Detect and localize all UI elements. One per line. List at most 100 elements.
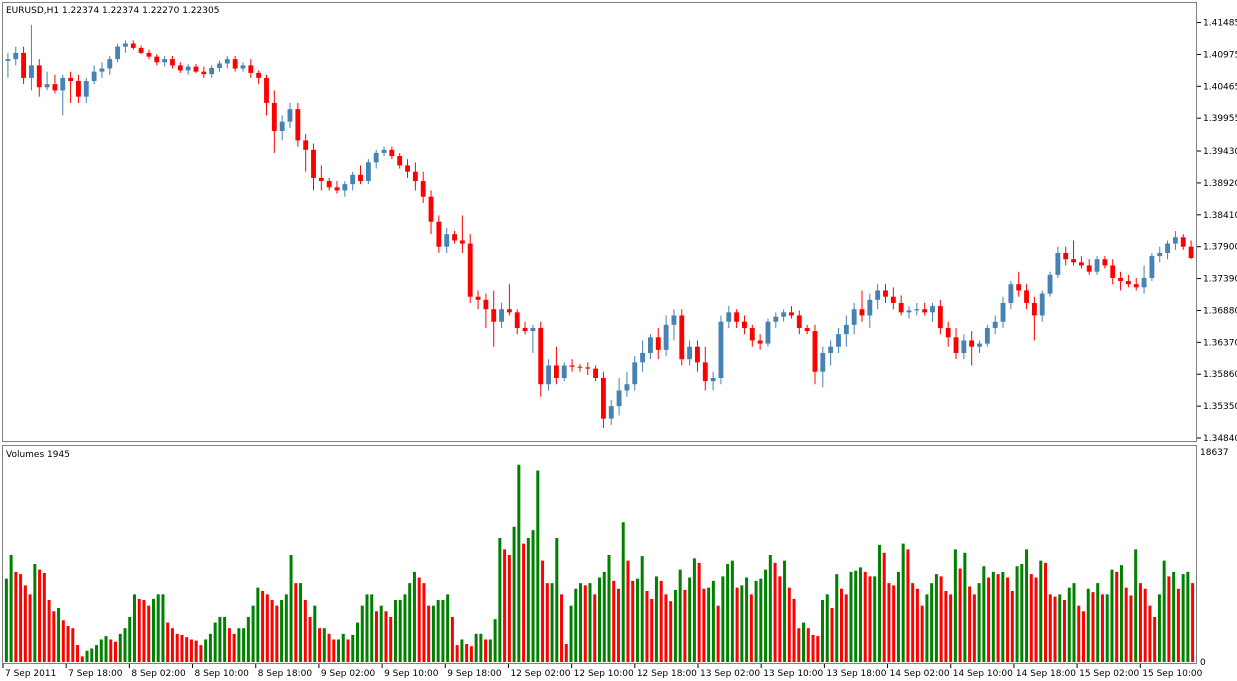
candle-body — [373, 152, 379, 163]
candle-body — [546, 365, 551, 385]
candle-body — [21, 52, 27, 78]
candle-body — [342, 184, 348, 191]
symbol-header: EURUSD,H1 1.22374 1.22374 1.22270 1.2230… — [6, 6, 219, 16]
candle-body — [115, 46, 121, 60]
candle-body — [1157, 252, 1163, 257]
volume-tick-label: 0 — [1200, 658, 1206, 668]
candle-body — [702, 362, 708, 382]
candle-body — [757, 340, 763, 344]
candle-body — [655, 337, 661, 350]
candle-body — [365, 162, 371, 182]
candle-body — [1008, 284, 1014, 303]
candle-body — [687, 346, 693, 360]
time-tick-label: 14 Sep 18:00 — [1016, 669, 1076, 679]
candle-body — [1141, 277, 1147, 288]
candle-body — [303, 140, 309, 150]
price-tick-label: 1.41485 — [1203, 19, 1237, 29]
candle-body — [530, 327, 536, 332]
candle-body — [640, 352, 646, 363]
candle-body — [1094, 259, 1100, 272]
candle-body — [318, 177, 324, 182]
candle-body — [624, 384, 630, 391]
price-tick-label: 1.39955 — [1203, 114, 1237, 124]
candle-body — [264, 77, 269, 103]
candle-body — [170, 59, 175, 66]
candle-body — [1047, 274, 1053, 294]
candle-body — [217, 63, 222, 68]
candle-body — [969, 340, 975, 347]
candle-body — [146, 52, 152, 57]
candle-body — [224, 59, 230, 64]
price-tick-label: 1.37390 — [1203, 275, 1237, 285]
candle-body — [1039, 293, 1045, 316]
candle-body — [123, 43, 128, 47]
candle-body — [91, 71, 97, 82]
candle-body — [867, 299, 873, 316]
candle-body — [843, 324, 849, 335]
candle-body — [898, 302, 904, 313]
price-pane[interactable] — [2, 2, 1197, 442]
candle-body — [600, 377, 606, 419]
candle-body — [1165, 243, 1171, 253]
candle-body — [796, 315, 802, 328]
candle-body — [68, 77, 74, 82]
candle-body — [749, 327, 755, 341]
candle-body — [1102, 259, 1108, 266]
candle-body — [804, 327, 810, 332]
candle-body — [452, 234, 457, 241]
time-tick-label: 8 Sep 18:00 — [258, 669, 313, 679]
candle-body — [60, 77, 66, 91]
candle-body — [961, 340, 967, 353]
candle-body — [397, 156, 403, 166]
candle-body — [138, 47, 144, 53]
candle-body — [773, 316, 779, 322]
candle-body — [742, 321, 747, 328]
candle-body — [1188, 246, 1194, 258]
price-tick-label: 1.38410 — [1203, 211, 1237, 221]
candle-body — [616, 390, 622, 407]
candle-body — [875, 290, 881, 300]
candle-body — [1063, 252, 1069, 260]
candle-body — [695, 346, 700, 363]
candle-body — [295, 109, 301, 141]
candle-body — [648, 337, 653, 353]
candle-body — [828, 346, 834, 353]
candle-body — [76, 81, 81, 97]
volume-series — [4, 464, 1195, 662]
candle-body — [499, 309, 504, 322]
candle-body — [154, 56, 160, 63]
candlestick-series — [5, 24, 1194, 428]
candle-body — [789, 312, 794, 316]
price-tick-label: 1.40465 — [1203, 82, 1237, 92]
candle-body — [945, 327, 951, 338]
candle-body — [726, 312, 732, 322]
candle-body — [201, 71, 207, 75]
candle-body — [1149, 256, 1155, 278]
volume-tick-label: 18637 — [1200, 448, 1229, 458]
candle-body — [953, 337, 959, 353]
candle-body — [812, 331, 818, 372]
candle-body — [389, 149, 395, 157]
candle-body — [930, 306, 935, 313]
candle-body — [491, 309, 497, 322]
candle-body — [334, 187, 340, 191]
candle-body — [663, 324, 669, 350]
price-tick-label: 1.36880 — [1203, 306, 1237, 316]
candle-body — [890, 296, 896, 303]
candle-body — [671, 315, 677, 325]
time-tick-label: 7 Sep 18:00 — [68, 669, 123, 679]
price-tick-label: 1.37900 — [1203, 243, 1237, 253]
candle-body — [13, 52, 19, 60]
time-tick-label: 12 Sep 02:00 — [510, 669, 570, 679]
candle-body — [99, 68, 105, 72]
time-tick-label: 13 Sep 10:00 — [763, 669, 823, 679]
time-tick-label: 9 Sep 18:00 — [447, 669, 502, 679]
candle-body — [1016, 284, 1022, 291]
candle-body — [483, 299, 489, 310]
time-tick-label: 13 Sep 18:00 — [826, 669, 886, 679]
candle-body — [5, 59, 11, 62]
candle-body — [405, 165, 410, 172]
candle-body — [514, 312, 520, 328]
candle-body — [428, 196, 434, 222]
candle-body — [765, 321, 771, 344]
